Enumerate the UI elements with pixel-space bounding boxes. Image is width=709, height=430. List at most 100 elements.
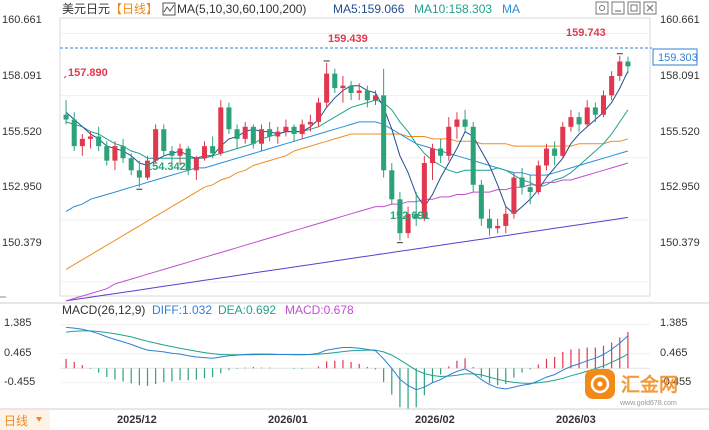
minimize-icon[interactable]: [611, 1, 625, 15]
candle: [527, 175, 533, 205]
candle-body: [543, 148, 550, 166]
price-tick-right: 150.379: [660, 237, 700, 249]
candle: [153, 124, 159, 164]
candle: [511, 172, 517, 219]
settings-icon[interactable]: [595, 1, 609, 15]
macd-tick-right: 1.385: [660, 317, 688, 329]
candle: [87, 131, 94, 149]
candle: [63, 100, 69, 125]
candle-body: [600, 95, 607, 115]
candle: [421, 155, 427, 222]
candle: [136, 160, 142, 188]
annotation-low-1: 154.342: [146, 161, 186, 173]
ma10-value: MA10:158.303: [414, 2, 492, 16]
candlestick-series: [63, 53, 631, 244]
candle: [299, 119, 305, 139]
period-tab[interactable]: 日线: [0, 410, 50, 430]
candle-body: [340, 85, 346, 89]
candle-body: [568, 117, 574, 127]
candle: [71, 112, 77, 151]
macd-histogram: [65, 331, 629, 410]
current-price-badge: 159.303: [652, 48, 698, 66]
candle-body: [299, 124, 305, 135]
candle-body: [397, 199, 403, 234]
macd-tick-right: -0.455: [660, 376, 691, 388]
candle-body: [364, 90, 370, 101]
chevron-down-icon[interactable]: [36, 417, 42, 422]
candle: [218, 100, 224, 156]
ma-more-value: MA: [502, 2, 520, 16]
candle: [128, 153, 134, 176]
candle-body: [112, 146, 118, 161]
candle: [609, 71, 615, 101]
candle: [283, 119, 289, 137]
candle-body: [527, 187, 533, 193]
candle: [242, 121, 248, 144]
candle-body: [495, 225, 501, 229]
candle: [446, 117, 452, 161]
candle: [201, 141, 208, 161]
candle: [291, 124, 297, 142]
ma60-line: [65, 133, 629, 270]
candle: [161, 124, 167, 156]
price-tick-left: 150.379: [2, 237, 42, 249]
annotation-low-2: 152.091: [390, 210, 430, 222]
candle-body: [291, 126, 297, 135]
candle-body: [462, 119, 468, 127]
period-selector[interactable]: 【日线】: [110, 2, 158, 16]
candle: [543, 143, 550, 171]
price-annotations: 157.890 154.342 159.439 152.091 159.743: [63, 27, 606, 222]
chart-header: 美元日元 【日线】 MA(5,10,30,60,100,200) MA5:159…: [62, 2, 520, 16]
candle-body: [136, 170, 142, 178]
macd-tick-left: 1.385: [4, 317, 32, 329]
candle-body: [177, 148, 183, 156]
candle-body: [307, 121, 313, 125]
ma200-line: [66, 216, 628, 302]
price-tick-right: 160.661: [660, 14, 700, 26]
candle: [405, 206, 411, 238]
candle-body: [446, 126, 452, 156]
candle: [381, 68, 387, 178]
candle-body: [104, 146, 110, 161]
moving-average-lines: [65, 70, 629, 302]
macd-diff-line: [66, 326, 629, 391]
candle-body: [96, 136, 102, 147]
candle: [275, 126, 281, 144]
candle-body: [592, 107, 598, 115]
candle: [568, 109, 574, 132]
candle-body: [169, 150, 175, 156]
candle: [617, 55, 623, 81]
candle-body: [193, 158, 199, 171]
candle-body: [258, 129, 265, 144]
x-tick: 2026/01: [268, 414, 308, 426]
candle-body: [486, 218, 493, 229]
instrument-title: 美元日元: [62, 2, 110, 16]
candle: [560, 121, 566, 159]
ma-parameters[interactable]: MA(5,10,30,60,100,200): [177, 2, 306, 16]
candle-body: [275, 131, 281, 137]
candle: [104, 141, 110, 166]
candle: [210, 136, 216, 159]
price-tick-right: 152.950: [660, 181, 700, 193]
close-icon[interactable]: [643, 1, 657, 15]
macd-axis-right: 1.385 0.465 -0.455: [660, 317, 691, 388]
candle: [120, 138, 126, 164]
candle: [185, 146, 191, 176]
macd-header: MACD(26,12,9) DIFF:1.032 DEA:0.692 MACD:…: [62, 303, 354, 317]
annotation-high-left: 157.890: [68, 67, 108, 79]
candle-body: [120, 146, 126, 159]
candle: [462, 109, 468, 132]
candle-body: [609, 76, 615, 96]
period-tab-label[interactable]: 日线: [4, 414, 28, 428]
candle-body: [315, 102, 322, 122]
candle: [193, 155, 199, 180]
candle-body: [470, 126, 476, 185]
macd-axis-left: 1.385 0.465 -0.455: [4, 317, 35, 388]
price-tick-left: 160.661: [2, 14, 42, 26]
macd-dea-value: DEA:0.692: [218, 303, 276, 317]
macd-label: MACD(26,12,9): [62, 303, 145, 317]
maximize-icon[interactable]: [627, 1, 641, 15]
candle-body: [153, 129, 159, 161]
candle-body: [332, 73, 338, 89]
